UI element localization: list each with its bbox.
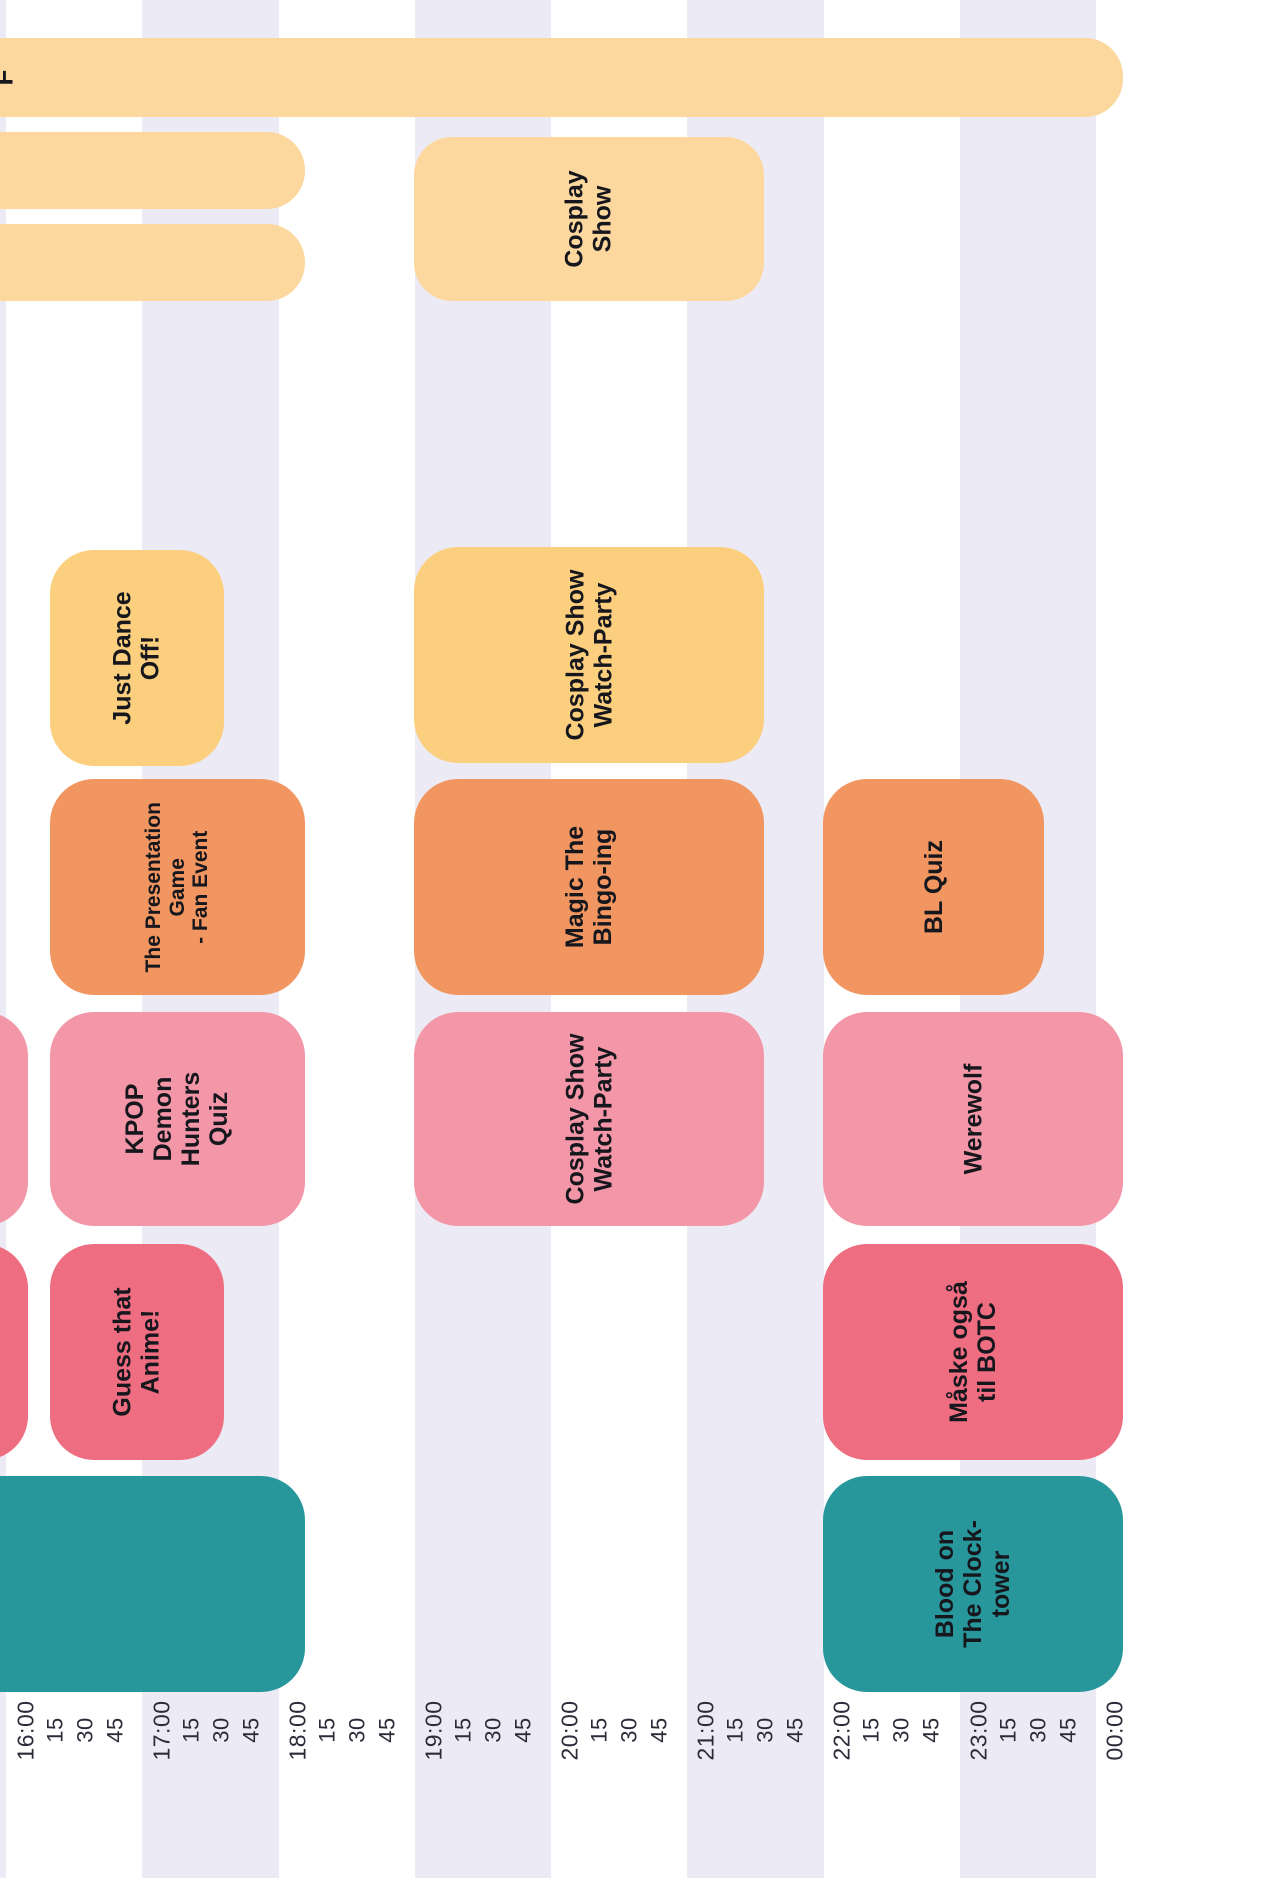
event-bar[interactable]	[0, 224, 305, 301]
time-tick: 15	[178, 1717, 204, 1743]
time-tick: 16:00	[12, 1699, 39, 1761]
event-top-banner[interactable]: F	[0, 38, 1123, 117]
event-cosplay-watch-party-1[interactable]: Cosplay Show Watch-Party	[414, 547, 764, 763]
time-tick: 15	[995, 1717, 1021, 1743]
time-tick: 30	[72, 1717, 98, 1743]
event-maske-botc[interactable]: Måske også til BOTC	[823, 1244, 1123, 1460]
event-werewolf[interactable]: Werewolf	[823, 1012, 1123, 1226]
time-tick: 15	[42, 1717, 68, 1743]
time-tick: 45	[238, 1717, 264, 1743]
time-tick: 19:00	[420, 1699, 447, 1761]
time-tick: 30	[344, 1717, 370, 1743]
event-magic-bingo[interactable]: Magic The Bingo-ing	[414, 779, 764, 995]
event-cosplay-watch-party-2-label: Cosplay Show Watch-Party	[561, 1033, 617, 1205]
time-tick: 15	[722, 1717, 748, 1743]
time-tick: 22:00	[828, 1699, 855, 1761]
time-tick: 17:00	[148, 1699, 175, 1761]
time-tick: 45	[782, 1717, 808, 1743]
event-maske-botc-label: Måske også til BOTC	[945, 1281, 1001, 1423]
time-tick: 30	[616, 1717, 642, 1743]
event-just-dance[interactable]: Just Dance Off!	[50, 550, 224, 766]
event-bar[interactable]	[0, 132, 305, 209]
time-tick: 23:00	[965, 1699, 992, 1761]
event-kpop-quiz-label: KPOP Demon Hunters Quiz	[121, 1071, 234, 1167]
event-just-dance-label: Just Dance Off!	[108, 591, 165, 725]
time-tick: 45	[1055, 1717, 1081, 1743]
time-tick: 21:00	[692, 1699, 719, 1761]
event-blood-clocktower-label: Blood on The Clock- tower	[930, 1520, 1015, 1648]
hour-band	[0, 0, 6, 1878]
time-tick: 45	[510, 1717, 536, 1743]
event-cosplay-watch-party-1-label: Cosplay Show Watch-Party	[561, 569, 617, 741]
time-tick: 30	[752, 1717, 778, 1743]
event-werewolf-label: Werewolf	[958, 1063, 987, 1175]
time-tick: 30	[1025, 1717, 1051, 1743]
time-tick: 20:00	[556, 1699, 583, 1761]
event-guess-anime-label: Guess that Anime!	[108, 1287, 165, 1417]
event-presentation-game[interactable]: The Presentation Game - Fan Event	[50, 779, 305, 995]
time-tick: 45	[374, 1717, 400, 1743]
event-top-banner-label: F	[0, 70, 19, 86]
event-cosplay-watch-party-2[interactable]: Cosplay Show Watch-Party	[414, 1012, 764, 1226]
event-guess-anime[interactable]: Guess that Anime!	[50, 1244, 224, 1460]
time-tick: 15	[858, 1717, 884, 1743]
time-tick: 15	[314, 1717, 340, 1743]
event-red-partial[interactable]	[0, 1244, 28, 1460]
time-tick: 18:00	[284, 1699, 311, 1761]
event-cosplay-show[interactable]: Cosplay Show	[414, 137, 764, 301]
hour-band	[1096, 0, 1272, 1878]
time-tick: 15	[586, 1717, 612, 1743]
time-tick: 30	[208, 1717, 234, 1743]
time-axis: 16:00 15 30 45 17:00 15 30 45 18:00 15 3…	[0, 1690, 1272, 1770]
time-tick: 00:00	[1101, 1699, 1128, 1761]
event-bl-quiz[interactable]: BL Quiz	[823, 779, 1044, 995]
event-teal-partial[interactable]	[0, 1476, 305, 1692]
event-presentation-game-label: The Presentation Game - Fan Event	[142, 801, 213, 973]
time-tick: 30	[888, 1717, 914, 1743]
time-tick: 45	[646, 1717, 672, 1743]
time-tick: 15	[450, 1717, 476, 1743]
time-tick: 30	[480, 1717, 506, 1743]
event-bl-quiz-label: BL Quiz	[919, 840, 948, 934]
time-tick: 45	[918, 1717, 944, 1743]
time-tick: 45	[102, 1717, 128, 1743]
event-pink-partial[interactable]	[0, 1012, 28, 1226]
event-magic-bingo-label: Magic The Bingo-ing	[561, 825, 617, 949]
event-blood-clocktower[interactable]: Blood on The Clock- tower	[823, 1476, 1123, 1692]
event-cosplay-show-label: Cosplay Show	[560, 170, 617, 268]
event-kpop-quiz[interactable]: KPOP Demon Hunters Quiz	[50, 1012, 305, 1226]
